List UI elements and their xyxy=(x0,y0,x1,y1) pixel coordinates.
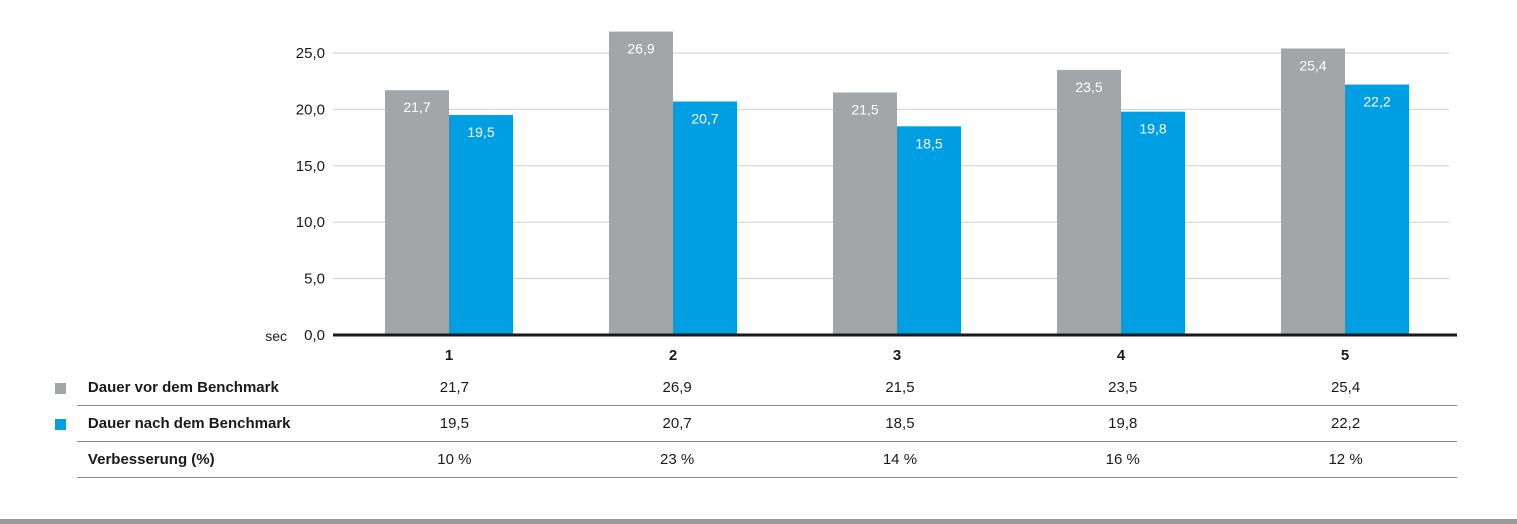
bar-value-label: 20,7 xyxy=(691,111,718,127)
bar xyxy=(385,90,449,335)
table-cell: 21,7 xyxy=(342,370,566,406)
table-cell: 23 % xyxy=(565,441,789,478)
x-category-label: 4 xyxy=(1117,347,1126,364)
bottom-divider xyxy=(0,519,1517,524)
bar-value-label: 26,9 xyxy=(627,41,654,57)
x-category-label: 5 xyxy=(1341,347,1349,364)
table-cell: 14 % xyxy=(788,441,1012,478)
bar-value-label: 21,7 xyxy=(403,99,430,115)
legend-swatch-cell xyxy=(48,370,77,406)
row-label: Verbesserung (%) xyxy=(76,441,343,478)
data-table: Dauer vor dem Benchmark 21,7 26,9 21,5 23,5 2… xyxy=(48,370,1457,478)
table-row: Dauer nach dem Benchmark 19,5 20,7 18,5 19,8… xyxy=(48,405,1457,442)
table-row: Dauer vor dem Benchmark 21,7 26,9 21,5 23,5 2… xyxy=(48,370,1457,406)
x-category-label: 3 xyxy=(893,347,901,364)
bar xyxy=(449,115,513,335)
table-cell: 12 % xyxy=(1234,441,1457,478)
row-label: Dauer nach dem Benchmark xyxy=(76,405,343,442)
bar-value-label: 23,5 xyxy=(1075,79,1102,95)
bar-value-label: 21,5 xyxy=(851,101,878,117)
bar-value-label: 25,4 xyxy=(1299,57,1326,73)
table-cell: 10 % xyxy=(342,441,566,478)
table-cell: 26,9 xyxy=(565,370,789,406)
y-tick-label: 25,0 xyxy=(296,45,325,62)
y-axis-unit-label: sec xyxy=(265,328,287,344)
x-category-label: 2 xyxy=(669,347,677,364)
bar-value-label: 18,5 xyxy=(915,135,942,151)
y-tick-label: 20,0 xyxy=(296,101,325,118)
bar xyxy=(833,92,897,335)
legend-swatch xyxy=(55,418,66,430)
table-cell: 23,5 xyxy=(1011,370,1235,406)
table-cell: 20,7 xyxy=(565,405,789,442)
x-category-label: 1 xyxy=(445,347,453,364)
bar-value-label: 22,2 xyxy=(1363,94,1390,110)
y-tick-label: 10,0 xyxy=(296,214,325,231)
bar xyxy=(673,101,737,335)
bar xyxy=(609,31,673,336)
bar-value-label: 19,5 xyxy=(467,124,494,140)
y-axis-ticks: 0,0 5,0 10,0 15,0 20,0 25,0 xyxy=(296,45,325,344)
bars: 21,7 19,5 26,9 20,7 21,5 18,5 23,5 19,8 25,4 22,2 xyxy=(385,31,1409,336)
bar xyxy=(1345,84,1409,335)
table-cell: 21,5 xyxy=(788,370,1012,406)
bar xyxy=(1281,48,1345,335)
table-cell: 19,8 xyxy=(1011,405,1235,442)
table-cell: 16 % xyxy=(1011,441,1235,478)
table-cell: 19,5 xyxy=(342,405,566,442)
table-cell: 18,5 xyxy=(788,405,1012,442)
table-cell: 25,4 xyxy=(1234,370,1457,406)
table-cell: 22,2 xyxy=(1234,405,1457,442)
table-row: Verbesserung (%) 10 % 23 % 14 % 16 % 12 % xyxy=(48,441,1457,478)
legend-swatch-cell xyxy=(48,406,77,442)
legend-swatch xyxy=(55,382,66,394)
x-axis-categories: 1 2 3 4 5 xyxy=(445,347,1349,364)
bar xyxy=(1057,69,1121,336)
bar-chart: 21,7 19,5 26,9 20,7 21,5 18,5 23,5 19,8 25,4 22,2… xyxy=(265,31,1457,364)
bar xyxy=(897,126,961,335)
y-tick-label: 5,0 xyxy=(304,271,325,288)
legend-swatch-cell xyxy=(48,442,77,478)
y-tick-label: 15,0 xyxy=(296,158,325,175)
row-label: Dauer vor dem Benchmark xyxy=(76,370,343,406)
y-tick-label: 0,0 xyxy=(304,327,325,344)
bar-value-label: 19,8 xyxy=(1139,121,1166,137)
bar xyxy=(1121,111,1185,335)
